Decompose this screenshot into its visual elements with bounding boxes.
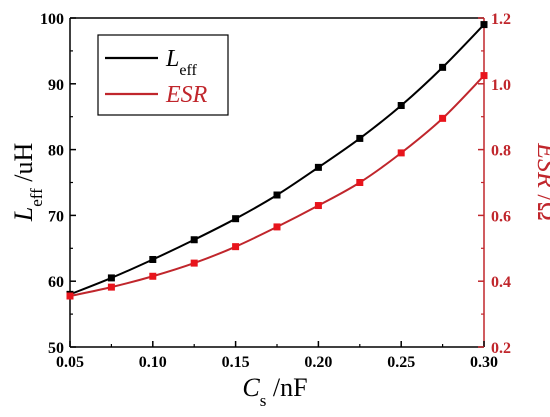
leff-data-point [439, 63, 447, 71]
esr-data-point [314, 202, 322, 210]
left-y-tick-label: 80 [48, 143, 64, 160]
right-y-tick-label: 1.2 [491, 11, 511, 28]
esr-data-point [273, 223, 281, 231]
leff-data-point [480, 21, 488, 29]
esr-data-point [66, 292, 74, 300]
leff-data-point [273, 191, 281, 199]
esr-data-point [480, 72, 488, 80]
leff-data-point [190, 236, 198, 244]
right-y-axis-title: ESR /Ω [532, 142, 550, 221]
left-y-axis-ticks: 50 60 70 80 90 100 [40, 11, 76, 357]
esr-data-point [107, 283, 115, 291]
esr-data-point [190, 259, 198, 267]
left-y-tick-label: 70 [48, 208, 64, 225]
right-y-tick-label: 1.0 [491, 77, 511, 94]
right-y-axis-ticks: 0.2 0.4 0.6 0.8 1.0 1.2 [478, 11, 511, 357]
x-tick-label: 0.15 [222, 354, 250, 371]
right-y-tick-label: 0.8 [491, 143, 511, 160]
left-y-tick-label: 90 [48, 77, 64, 94]
leff-data-point [314, 163, 322, 171]
esr-data-point [439, 114, 447, 122]
leff-data-point [107, 274, 115, 282]
leff-data-point [397, 102, 405, 110]
left-y-axis-title: Leff /uH [9, 143, 46, 223]
leff-data-point [356, 134, 364, 142]
left-y-tick-label: 60 [48, 274, 64, 291]
esr-data-point [232, 243, 240, 251]
left-y-tick-label: 100 [40, 11, 64, 28]
x-axis-title: Cs /nF [242, 373, 307, 410]
x-axis-ticks: 0.05 0.10 0.15 0.20 0.25 0.30 [56, 341, 498, 371]
leff-data-point [149, 255, 157, 263]
esr-data-point [356, 179, 364, 186]
x-tick-label: 0.30 [470, 354, 498, 371]
legend-esr-label: ESR [165, 82, 208, 108]
series-layer [66, 21, 488, 300]
right-y-tick-label: 0.4 [491, 274, 511, 291]
x-tick-label: 0.10 [139, 354, 167, 371]
right-y-tick-label: 0.6 [491, 208, 511, 225]
legend-leff-label: Leff [165, 46, 198, 79]
esr-data-point [397, 149, 405, 157]
x-tick-label: 0.25 [387, 354, 415, 371]
esr-data-point [149, 272, 157, 280]
right-y-tick-label: 0.2 [491, 340, 511, 357]
x-tick-label: 0.05 [56, 354, 84, 371]
x-tick-label: 0.20 [304, 354, 332, 371]
left-y-tick-label: 50 [48, 340, 64, 357]
legend-box [97, 34, 229, 116]
legend: Leff ESR [97, 34, 229, 116]
leff-data-point [232, 215, 240, 223]
